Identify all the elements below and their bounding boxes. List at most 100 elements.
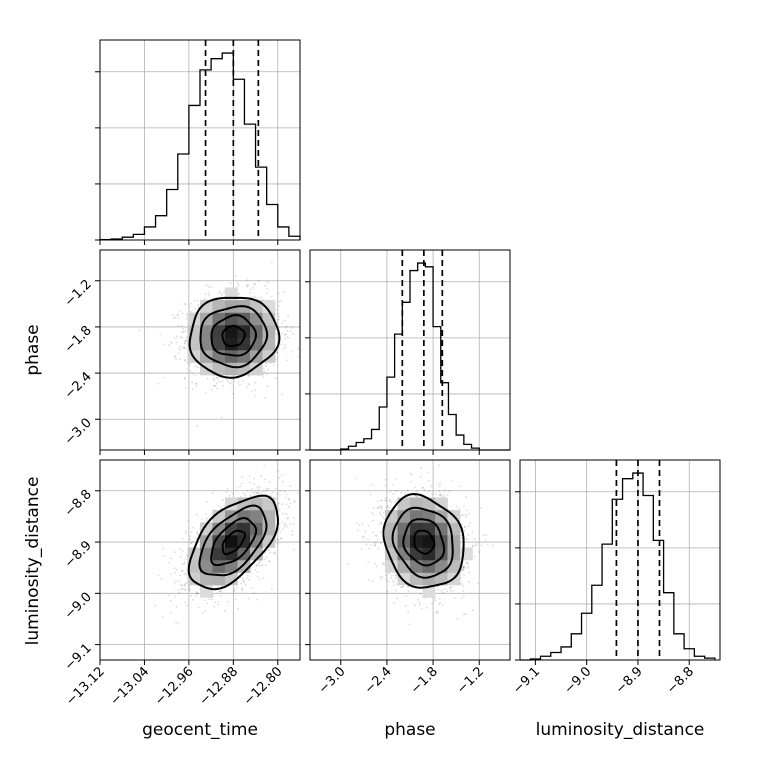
pair-phase-luminosity-distance-point xyxy=(385,578,388,580)
pair-phase-luminosity-distance-point xyxy=(423,488,426,491)
pair-geocent-time-luminosity-distance-point xyxy=(234,589,237,592)
pair-phase-luminosity-distance-point xyxy=(420,607,423,610)
pair-geocent-time-phase-point xyxy=(253,394,256,397)
pair-phase-luminosity-distance-point xyxy=(451,480,453,482)
pair-geocent-time-luminosity-distance-point xyxy=(257,492,260,494)
pair-geocent-time-phase-point xyxy=(229,282,232,284)
pair-geocent-time-luminosity-distance-point xyxy=(271,588,273,591)
pair-geocent-time-luminosity-distance-point xyxy=(182,549,184,552)
pair-geocent-time-luminosity-distance-point xyxy=(197,592,199,595)
pair-phase-luminosity-distance-point xyxy=(367,524,370,527)
pair-geocent-time-phase-point xyxy=(184,330,187,333)
pair-geocent-time-luminosity-distance-point xyxy=(197,606,200,609)
pair-geocent-time-luminosity-distance-density-cell xyxy=(212,547,226,561)
pair-geocent-time-luminosity-distance-point xyxy=(274,552,277,555)
pair-phase-luminosity-distance-point xyxy=(386,590,389,593)
pair-geocent-time-luminosity-distance-point xyxy=(174,571,177,574)
pair-geocent-time-luminosity-distance-point xyxy=(188,589,191,592)
pair-phase-luminosity-distance-point xyxy=(485,538,487,541)
pair-geocent-time-luminosity-distance-point xyxy=(289,523,292,525)
pair-geocent-time-luminosity-distance-panel: −13.12 −13.04 −12.96 −12.88 −12.80−9.1−9.0−8… xyxy=(62,459,301,709)
pair-geocent-time-luminosity-distance-point xyxy=(250,587,253,589)
pair-phase-luminosity-distance-point xyxy=(420,467,422,469)
pair-geocent-time-phase-point xyxy=(218,290,221,293)
pair-geocent-time-phase-density-cell xyxy=(237,337,251,351)
pair-geocent-time-luminosity-distance-point xyxy=(243,581,246,584)
pair-geocent-time-phase-point xyxy=(185,317,188,320)
pair-geocent-time-phase-point xyxy=(214,384,217,387)
pair-geocent-time-phase-point xyxy=(286,336,288,339)
pair-geocent-time-luminosity-distance-point xyxy=(211,598,213,601)
pair-geocent-time-phase-point xyxy=(176,314,179,316)
pair-phase-luminosity-distance-point xyxy=(431,602,433,605)
hist-phase-steps xyxy=(310,262,510,451)
pair-geocent-time-phase-point xyxy=(278,346,281,348)
pair-phase-luminosity-distance-point xyxy=(380,500,383,502)
pair-geocent-time-luminosity-distance-point xyxy=(183,561,186,563)
pair-phase-luminosity-distance-point xyxy=(439,482,442,485)
pair-geocent-time-phase-point xyxy=(210,286,213,289)
pair-phase-luminosity-distance-point xyxy=(467,567,469,569)
pair-geocent-time-phase-point xyxy=(220,416,223,419)
pair-geocent-time-luminosity-distance-point xyxy=(226,487,229,490)
pair-geocent-time-phase-point xyxy=(278,300,280,303)
pair-geocent-time-phase-point xyxy=(253,283,256,286)
pair-geocent-time-phase-point xyxy=(179,357,181,360)
pair-geocent-time-phase-point xyxy=(267,281,270,284)
pair-geocent-time-luminosity-distance-point xyxy=(183,563,186,565)
pair-geocent-time-luminosity-distance-point xyxy=(283,526,286,528)
pair-geocent-time-phase-point xyxy=(302,335,304,337)
pair-geocent-time-phase-point xyxy=(284,333,287,336)
pair-geocent-time-phase-point xyxy=(238,292,240,295)
pair-phase-luminosity-distance-point xyxy=(381,506,383,509)
pair-geocent-time-phase-point xyxy=(265,363,267,366)
pair-geocent-time-luminosity-distance-point xyxy=(290,502,292,505)
pair-geocent-time-phase-point xyxy=(183,342,186,345)
pair-phase-luminosity-distance-point xyxy=(379,512,381,514)
pair-geocent-time-phase-point xyxy=(177,324,180,327)
pair-geocent-time-phase-point xyxy=(188,305,191,308)
pair-phase-luminosity-distance-point xyxy=(374,544,376,547)
pair-geocent-time-luminosity-distance-ytick-label: −9.0 xyxy=(62,590,95,623)
pair-geocent-time-luminosity-distance-ytick-label: −8.8 xyxy=(62,487,95,520)
pair-geocent-time-phase-point xyxy=(303,304,305,306)
pair-geocent-time-phase-point xyxy=(291,351,294,353)
pair-geocent-time-luminosity-distance-xtick-label: −12.88 xyxy=(197,664,242,709)
pair-geocent-time-phase-point xyxy=(230,381,232,384)
pair-geocent-time-phase-point xyxy=(281,322,283,324)
pair-phase-luminosity-distance-point xyxy=(416,490,419,493)
pair-geocent-time-phase-point xyxy=(179,349,182,351)
pair-phase-luminosity-distance-point xyxy=(358,524,361,526)
pair-phase-luminosity-distance-point xyxy=(450,586,453,589)
pair-geocent-time-luminosity-distance-density-cell xyxy=(200,547,213,561)
pair-geocent-time-luminosity-distance-density-cell xyxy=(250,510,263,523)
pair-geocent-time-luminosity-distance-point xyxy=(217,603,219,606)
pair-geocent-time-phase-point xyxy=(266,287,269,290)
hist-luminosity-distance-xtick-label: −9.0 xyxy=(562,664,595,697)
pair-geocent-time-luminosity-distance-point xyxy=(184,588,187,591)
pair-geocent-time-luminosity-distance-point xyxy=(178,580,180,582)
pair-geocent-time-luminosity-distance-point xyxy=(249,571,252,574)
pair-phase-luminosity-distance-point xyxy=(380,577,382,580)
pair-geocent-time-luminosity-distance-point xyxy=(275,497,278,500)
pair-geocent-time-phase-point xyxy=(195,383,198,385)
pair-geocent-time-luminosity-distance-point xyxy=(278,528,280,531)
pair-geocent-time-phase-point xyxy=(248,384,251,386)
pair-geocent-time-phase-point xyxy=(277,312,280,315)
pair-geocent-time-luminosity-distance-point xyxy=(195,537,198,540)
pair-phase-luminosity-distance-point xyxy=(461,569,463,571)
pair-geocent-time-phase-point xyxy=(196,366,199,369)
pair-geocent-time-luminosity-distance-point xyxy=(180,588,183,591)
pair-geocent-time-phase-point xyxy=(265,373,268,375)
pair-geocent-time-phase-point xyxy=(237,282,239,285)
pair-geocent-time-phase-point xyxy=(185,340,188,343)
pair-phase-luminosity-distance-point xyxy=(471,545,474,547)
pair-geocent-time-phase-point xyxy=(183,377,186,379)
pair-geocent-time-phase-point xyxy=(275,358,277,361)
pair-geocent-time-phase-point xyxy=(249,288,252,291)
pair-geocent-time-phase-density-cell xyxy=(200,300,213,313)
pair-geocent-time-phase-point xyxy=(173,356,176,358)
pair-geocent-time-luminosity-distance-point xyxy=(283,490,286,493)
pair-geocent-time-phase-point xyxy=(246,285,249,288)
pair-geocent-time-phase-point xyxy=(282,347,284,350)
